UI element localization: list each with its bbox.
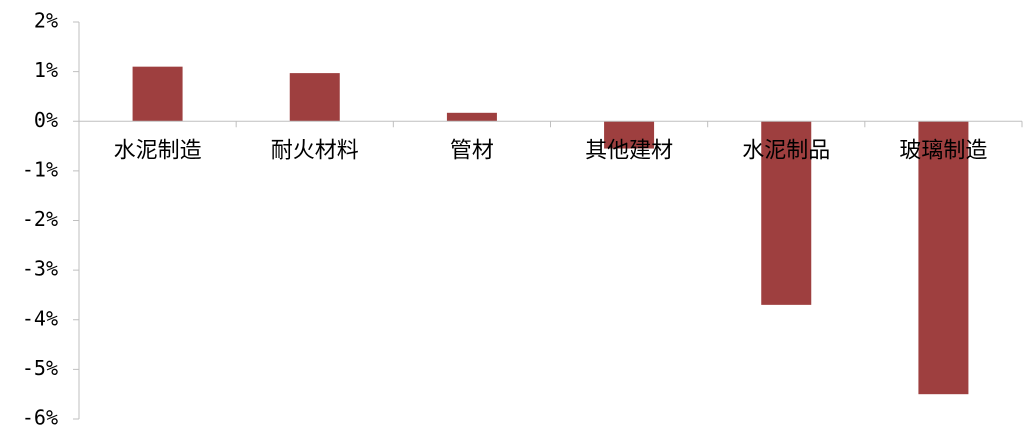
y-axis-labels: 2% 1% 0% -1% -2% -3% -4% -5% -6% xyxy=(22,9,58,430)
category-label: 水泥制造 xyxy=(114,138,202,163)
y-tick-label: -6% xyxy=(22,406,58,430)
bar-5 xyxy=(761,121,812,305)
y-tick-label: -2% xyxy=(22,207,58,231)
category-label: 其他建材 xyxy=(585,138,673,163)
y-tick-label: -4% xyxy=(22,306,58,330)
bar-3 xyxy=(446,112,497,122)
category-label: 玻璃制造 xyxy=(899,138,987,163)
y-tick-label: -5% xyxy=(22,356,58,380)
category-label: 水泥制品 xyxy=(742,138,830,163)
bar-6 xyxy=(918,121,969,395)
bar-1 xyxy=(132,66,183,122)
axes xyxy=(73,21,1023,420)
bar-2 xyxy=(289,73,340,122)
y-tick-label: -1% xyxy=(22,157,58,181)
y-tick-label: 1% xyxy=(34,58,58,82)
bars xyxy=(132,66,969,395)
category-label: 耐火材料 xyxy=(271,138,359,163)
y-tick-label: 0% xyxy=(34,108,58,132)
y-tick-label: -3% xyxy=(22,257,58,281)
bar-4 xyxy=(604,121,655,149)
category-labels: 水泥制造 耐火材料 管材 其他建材 水泥制品 玻璃制造 xyxy=(114,138,988,163)
category-label: 管材 xyxy=(450,138,494,163)
y-tick-label: 2% xyxy=(34,9,58,33)
